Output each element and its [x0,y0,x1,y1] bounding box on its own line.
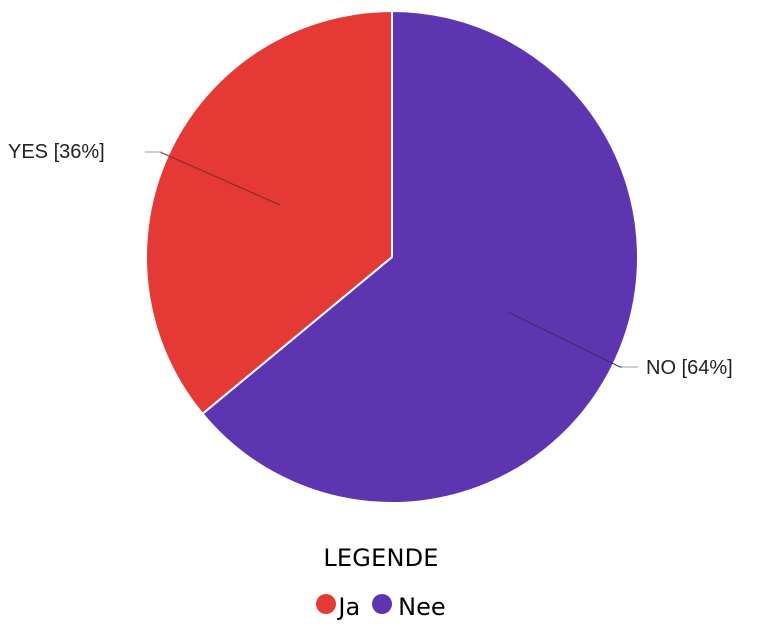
pie-slice-no [201,9,639,504]
slice-label-yes: YES [36%] [8,141,105,163]
legend-title: LEGENDE [323,544,439,572]
pie-slice-yes [145,9,393,416]
legend-swatch-ja [316,594,337,614]
pie-chart: YES [36%] NO [64%] [8,9,733,504]
pie-slices [145,9,639,504]
slice-label-no: NO [64%] [646,357,733,379]
legend-item-nee: Nee [366,593,446,621]
legend-item-ja: Ja [316,594,360,620]
legend: Ja Nee [0,594,762,620]
legend-swatch-nee [372,594,393,614]
legend-label-ja: Ja [338,593,361,621]
leader-lines [145,151,638,368]
slice-labels: YES [36%] NO [64%] [8,141,733,379]
legend-label-nee: Nee [398,593,446,621]
